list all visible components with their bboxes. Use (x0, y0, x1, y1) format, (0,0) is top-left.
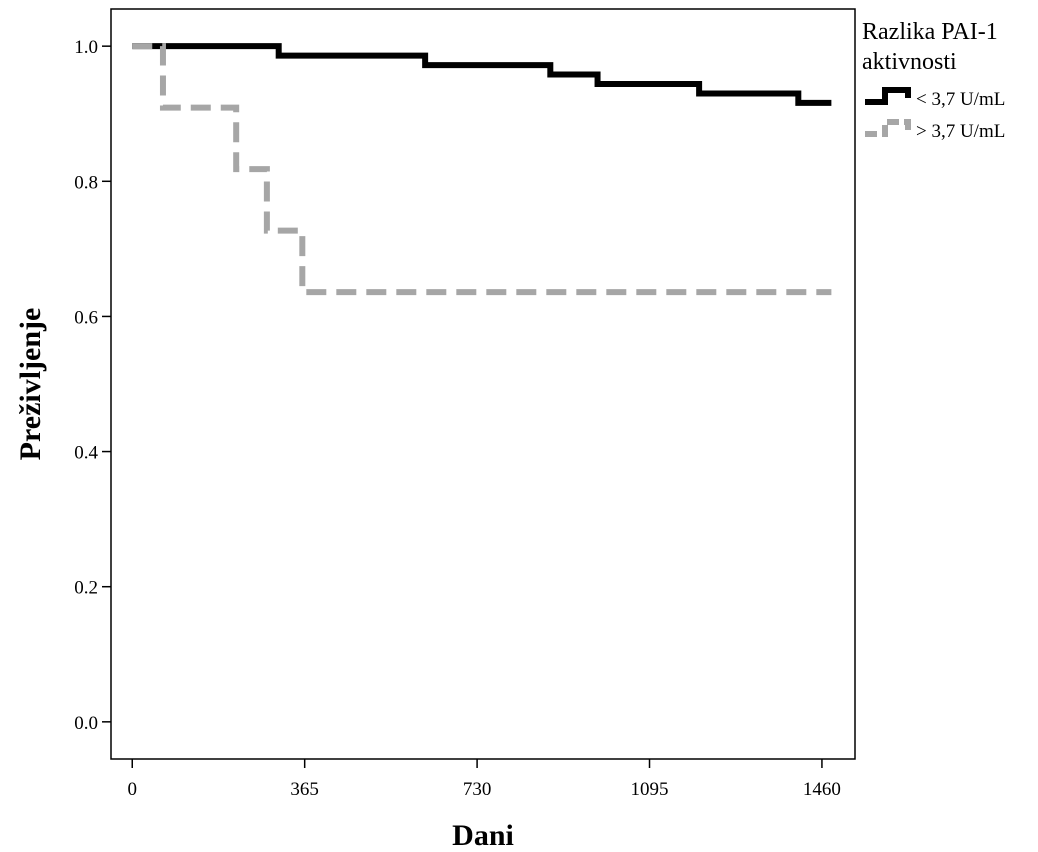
legend-title-line-1: Razlika PAI-1 (862, 19, 998, 45)
x-tick-label: 0 (128, 779, 138, 800)
legend-swatch-1 (865, 87, 911, 105)
x-tick-label: 1095 (631, 779, 669, 800)
y-axis: 0.0 0.2 0.4 0.6 0.8 1.0 (74, 37, 111, 734)
x-axis-title: Dani (452, 819, 514, 852)
y-tick-label: 0.6 (74, 307, 98, 328)
y-tick-label: 1.0 (74, 37, 98, 58)
x-tick-label: 730 (463, 779, 492, 800)
legend-title-line-2: aktivnosti (862, 49, 957, 75)
legend-label-1: < 3,7 U/mL (916, 89, 1005, 110)
series-line-2 (132, 43, 832, 296)
y-tick-label: 0.0 (74, 713, 98, 734)
series-layer (132, 43, 832, 296)
plot-area (110, 8, 856, 760)
y-tick-label: 0.4 (74, 443, 98, 464)
x-axis: 0 365 730 1095 1460 (128, 759, 841, 800)
y-axis-title: Preživljenje (14, 308, 47, 461)
y-tick-label: 0.8 (74, 172, 98, 193)
legend-label-2: > 3,7 U/mL (916, 121, 1005, 142)
legend: Razlika PAI-1 aktivnosti < 3,7 U/mL > 3,7… (862, 19, 1005, 142)
y-tick-label: 0.2 (74, 578, 98, 599)
series-line-1 (132, 43, 832, 106)
x-tick-label: 1460 (803, 779, 841, 800)
x-tick-label: 365 (290, 779, 319, 800)
legend-swatch-2 (865, 119, 911, 137)
